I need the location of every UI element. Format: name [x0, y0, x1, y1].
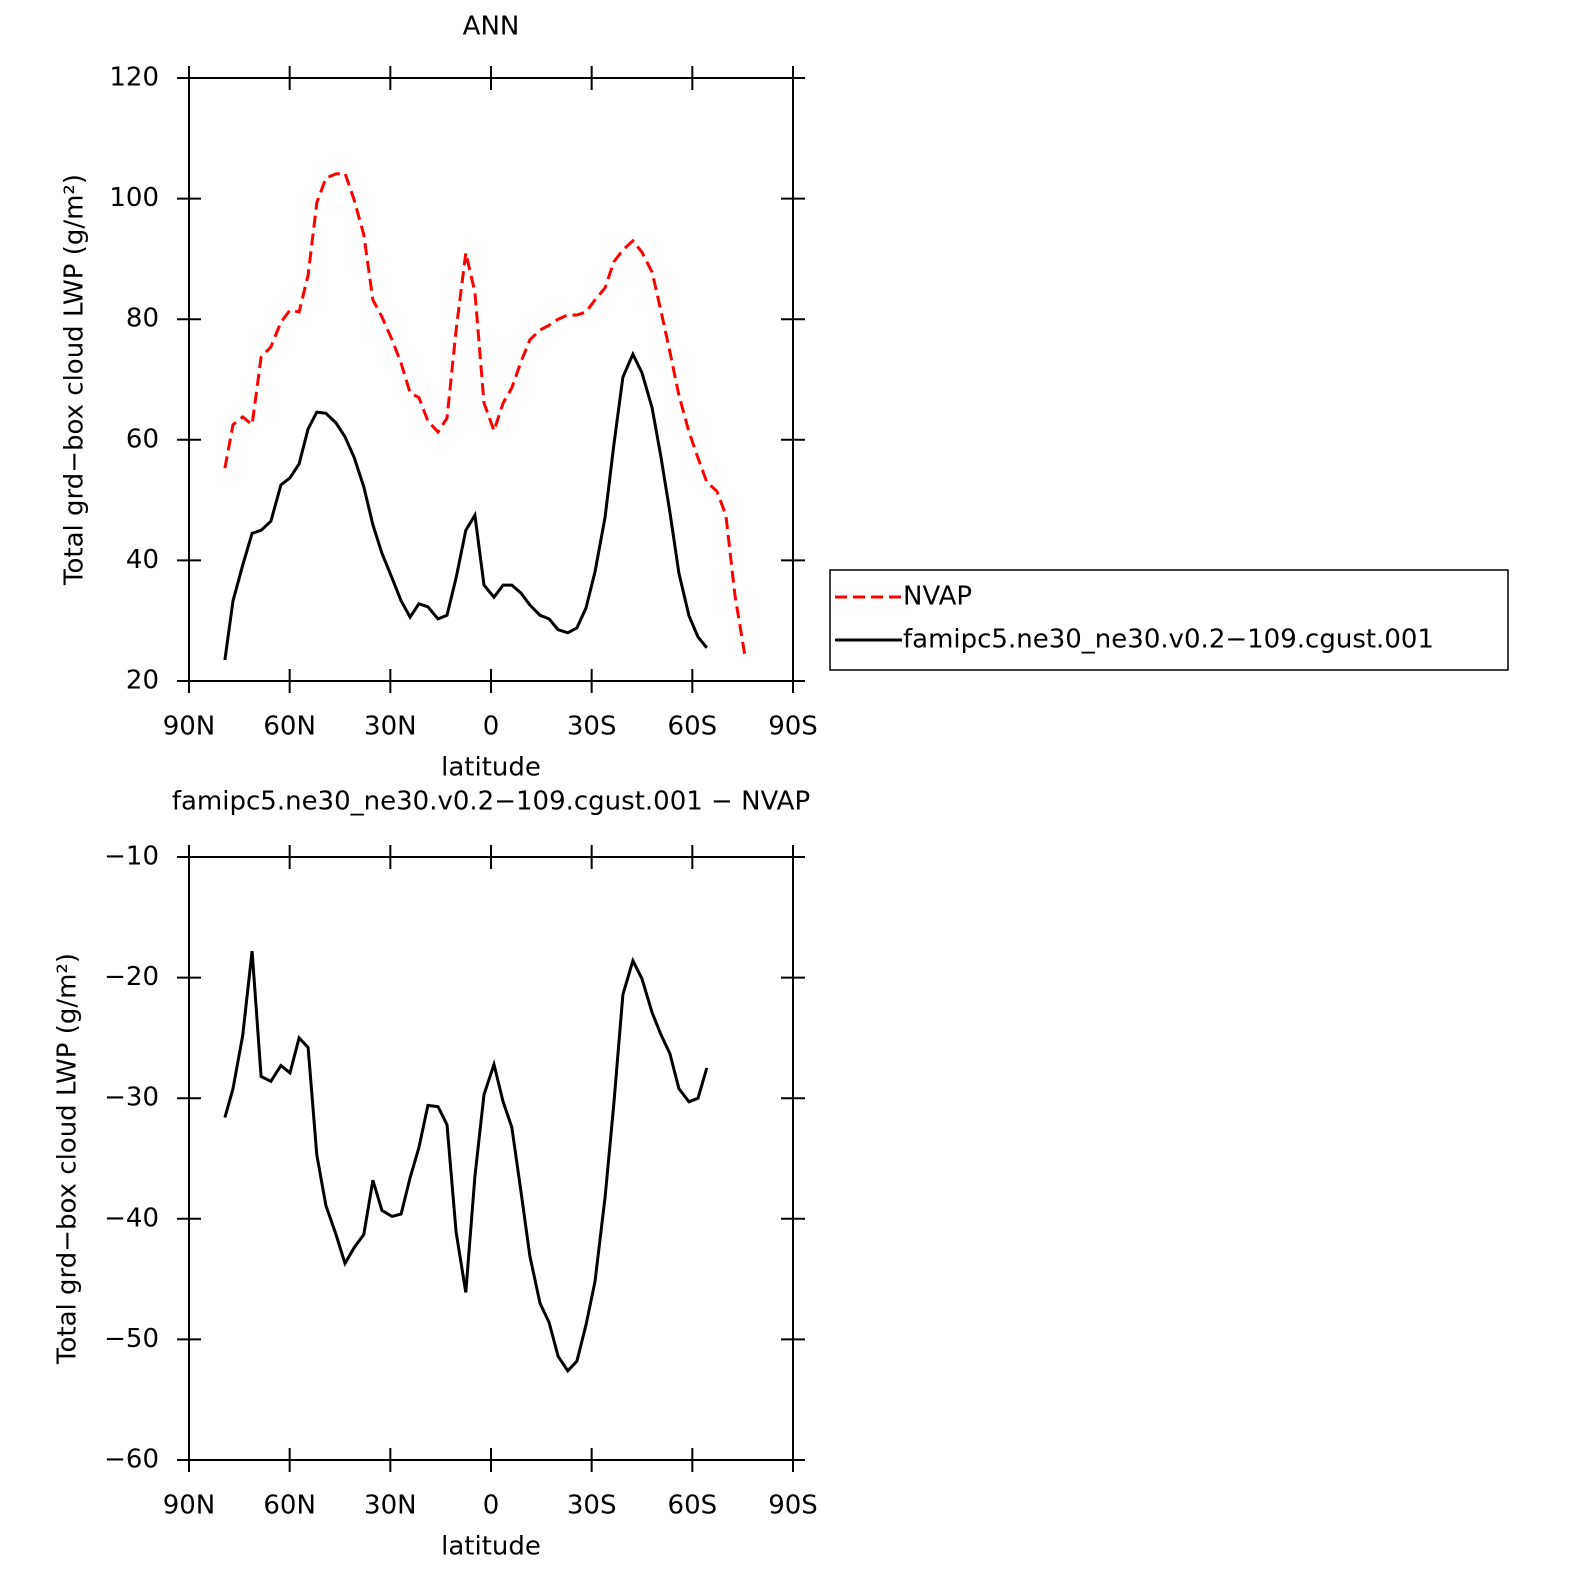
legend-label: NVAP — [903, 582, 972, 612]
y-tick-label: −10 — [104, 842, 159, 872]
x-tick-label: 60S — [668, 1491, 718, 1521]
series-line — [223, 950, 709, 1374]
x-tick-label: 90N — [163, 712, 216, 742]
y-tick-label: 80 — [126, 304, 159, 334]
y-tick-label: 120 — [109, 63, 159, 93]
series-line — [223, 171, 747, 657]
x-tick-label: 90N — [163, 1491, 216, 1521]
series-line — [223, 350, 708, 661]
x-tick-label: 90S — [768, 712, 818, 742]
x-tick-label: 30S — [567, 712, 617, 742]
y-tick-label: 60 — [126, 424, 159, 454]
y-tick-label: −50 — [104, 1324, 159, 1354]
plot-frame — [188, 77, 794, 682]
chart-title: famipc5.ne30_ne30.v0.2−109.cgust.001 − N… — [172, 787, 810, 817]
legend-box — [829, 569, 1509, 671]
x-tick-label: 0 — [483, 1491, 500, 1521]
y-axis-label: Total grd−box cloud LWP (g/m²) — [53, 953, 83, 1365]
x-tick-label: 60N — [263, 712, 316, 742]
x-tick-label: 60N — [263, 1491, 316, 1521]
y-tick-label: −30 — [104, 1083, 159, 1113]
y-tick-label: −40 — [104, 1203, 159, 1233]
y-tick-label: 100 — [109, 183, 159, 213]
plot-frame — [188, 856, 794, 1461]
x-tick-label: 30N — [364, 1491, 417, 1521]
x-tick-label: 60S — [668, 712, 718, 742]
x-axis-label: latitude — [441, 753, 541, 783]
y-tick-label: −60 — [104, 1445, 159, 1475]
y-tick-label: 20 — [126, 666, 159, 696]
y-axis-label: Total grd−box cloud LWP (g/m²) — [60, 174, 90, 586]
x-tick-label: 90S — [768, 1491, 818, 1521]
x-tick-label: 0 — [483, 712, 500, 742]
x-tick-label: 30S — [567, 1491, 617, 1521]
chart-title: ANN — [463, 12, 520, 42]
legend-label: famipc5.ne30_ne30.v0.2−109.cgust.001 — [903, 625, 1434, 655]
x-tick-label: 30N — [364, 712, 417, 742]
y-tick-label: −20 — [104, 962, 159, 992]
x-axis-label: latitude — [441, 1532, 541, 1562]
y-tick-label: 40 — [126, 545, 159, 575]
